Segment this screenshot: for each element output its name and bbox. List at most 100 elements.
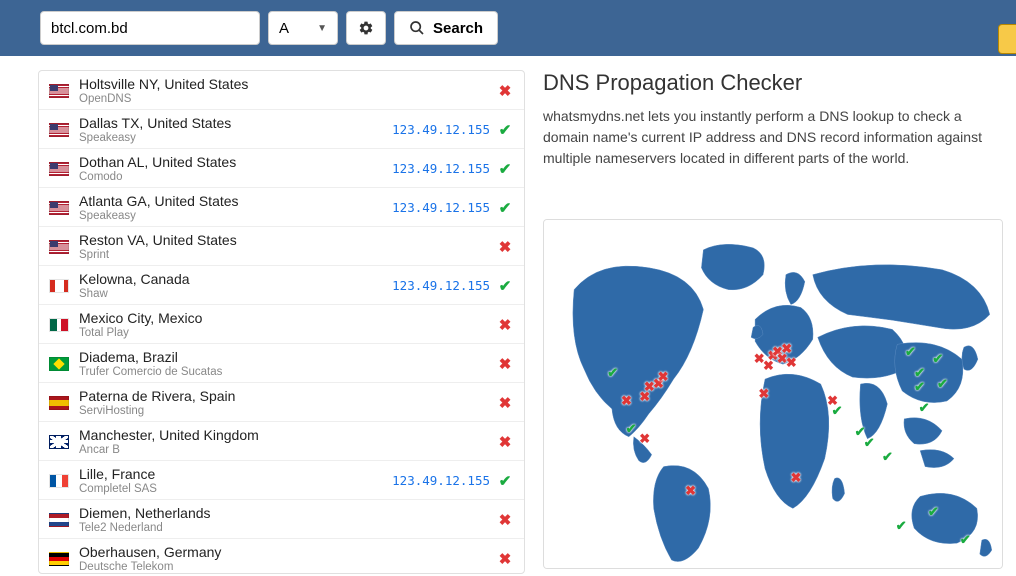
cross-icon: ✖ <box>496 238 514 256</box>
search-label: Search <box>433 20 483 37</box>
ip-text[interactable]: 123.49.12.155 <box>392 473 490 488</box>
location-wrap: Manchester, United KingdomAncar B <box>79 427 496 456</box>
provider-text: Speakeasy <box>79 210 392 222</box>
location-text: Oberhausen, Germany <box>79 544 496 560</box>
right-cutoff-button[interactable] <box>998 24 1016 54</box>
provider-text: ServiHosting <box>79 405 496 417</box>
location-wrap: Reston VA, United StatesSprint <box>79 232 496 261</box>
result-row[interactable]: Kelowna, CanadaShaw123.49.12.155 ✔ <box>39 266 524 305</box>
location-text: Atlanta GA, United States <box>79 193 392 209</box>
location-text: Manchester, United Kingdom <box>79 427 496 443</box>
settings-button[interactable] <box>346 11 386 45</box>
location-text: Diemen, Netherlands <box>79 505 496 521</box>
check-icon: ✔ <box>496 277 514 295</box>
result-row[interactable]: Paterna de Rivera, SpainServiHosting✖ <box>39 383 524 422</box>
map-cross-icon[interactable]: ✖ <box>639 431 650 447</box>
map-cross-icon[interactable]: ✖ <box>685 483 696 499</box>
result-row[interactable]: Diadema, BrazilTrufer Comercio de Sucata… <box>39 344 524 383</box>
map-cross-icon[interactable]: ✖ <box>658 369 669 385</box>
result-row[interactable]: Diemen, NetherlandsTele2 Nederland✖ <box>39 500 524 539</box>
ip-text[interactable]: 123.49.12.155 <box>392 161 490 176</box>
flag-icon <box>49 474 69 488</box>
check-icon: ✔ <box>496 121 514 139</box>
provider-text: Shaw <box>79 288 392 300</box>
domain-input[interactable] <box>40 11 260 45</box>
cross-icon: ✖ <box>496 82 514 100</box>
map-check-icon[interactable]: ✔ <box>928 504 939 520</box>
flag-icon <box>49 513 69 527</box>
map-check-icon[interactable]: ✔ <box>626 421 637 437</box>
result-row[interactable]: Holtsville NY, United StatesOpenDNS✖ <box>39 71 524 110</box>
location-text: Paterna de Rivera, Spain <box>79 388 496 404</box>
map-check-icon[interactable]: ✔ <box>960 532 971 548</box>
map-cross-icon[interactable]: ✖ <box>786 355 797 371</box>
location-wrap: Diadema, BrazilTrufer Comercio de Sucata… <box>79 349 496 378</box>
map-check-icon[interactable]: ✔ <box>882 449 893 465</box>
map-check-icon[interactable]: ✔ <box>832 403 843 419</box>
map-check-icon[interactable]: ✔ <box>919 400 930 416</box>
map-check-icon[interactable]: ✔ <box>905 344 916 360</box>
location-wrap: Holtsville NY, United StatesOpenDNS <box>79 76 496 105</box>
provider-text: Completel SAS <box>79 483 392 495</box>
result-row[interactable]: Atlanta GA, United StatesSpeakeasy123.49… <box>39 188 524 227</box>
location-text: Kelowna, Canada <box>79 271 392 287</box>
info-column: DNS Propagation Checker whatsmydns.net l… <box>525 56 1016 576</box>
chevron-down-icon: ▼ <box>317 23 327 34</box>
map-check-icon[interactable]: ✔ <box>607 365 618 381</box>
provider-text: Deutsche Telekom <box>79 561 496 573</box>
flag-icon <box>49 435 69 449</box>
page-title: DNS Propagation Checker <box>543 70 1006 96</box>
map-check-icon[interactable]: ✔ <box>864 435 875 451</box>
result-row[interactable]: Manchester, United KingdomAncar B✖ <box>39 422 524 461</box>
provider-text: OpenDNS <box>79 93 496 105</box>
provider-text: Total Play <box>79 327 496 339</box>
ip-text[interactable]: 123.49.12.155 <box>392 278 490 293</box>
provider-text: Speakeasy <box>79 132 392 144</box>
flag-icon <box>49 357 69 371</box>
map-cross-icon[interactable]: ✖ <box>790 470 801 486</box>
result-row[interactable]: Lille, FranceCompletel SAS123.49.12.155 ✔ <box>39 461 524 500</box>
flag-icon <box>49 84 69 98</box>
provider-text: Ancar B <box>79 444 496 456</box>
location-wrap: Dothan AL, United StatesComodo <box>79 154 392 183</box>
location-text: Reston VA, United States <box>79 232 496 248</box>
gear-icon <box>358 20 374 36</box>
map-check-icon[interactable]: ✔ <box>896 518 907 534</box>
topbar: A ▼ Search <box>0 0 1016 56</box>
check-icon: ✔ <box>496 199 514 217</box>
flag-icon <box>49 162 69 176</box>
cross-icon: ✖ <box>496 433 514 451</box>
results-list: Holtsville NY, United StatesOpenDNS✖Dall… <box>38 70 525 574</box>
world-map[interactable]: ✔✖✖✖✖✖✔✖✖✖✖✖✖✖✖✖✖✖✖✔✔✔✔✔✔✔✔✔✔✔✔✔ <box>543 219 1003 569</box>
check-icon: ✔ <box>496 472 514 490</box>
flag-icon <box>49 240 69 254</box>
map-cross-icon[interactable]: ✖ <box>758 386 769 402</box>
map-check-icon[interactable]: ✔ <box>914 379 925 395</box>
check-icon: ✔ <box>496 160 514 178</box>
location-wrap: Diemen, NetherlandsTele2 Nederland <box>79 505 496 534</box>
map-check-icon[interactable]: ✔ <box>932 351 943 367</box>
location-wrap: Lille, FranceCompletel SAS <box>79 466 392 495</box>
ip-text[interactable]: 123.49.12.155 <box>392 200 490 215</box>
location-wrap: Mexico City, MexicoTotal Play <box>79 310 496 339</box>
result-row[interactable]: Dallas TX, United StatesSpeakeasy123.49.… <box>39 110 524 149</box>
flag-icon <box>49 552 69 566</box>
map-check-icon[interactable]: ✔ <box>937 376 948 392</box>
provider-text: Trufer Comercio de Sucatas <box>79 366 496 378</box>
map-cross-icon[interactable]: ✖ <box>621 393 632 409</box>
location-text: Diadema, Brazil <box>79 349 496 365</box>
page-description: whatsmydns.net lets you instantly perfor… <box>543 106 983 169</box>
ip-text[interactable]: 123.49.12.155 <box>392 122 490 137</box>
location-wrap: Dallas TX, United StatesSpeakeasy <box>79 115 392 144</box>
result-row[interactable]: Mexico City, MexicoTotal Play✖ <box>39 305 524 344</box>
provider-text: Sprint <box>79 249 496 261</box>
location-text: Dallas TX, United States <box>79 115 392 131</box>
search-button[interactable]: Search <box>394 11 498 45</box>
location-text: Dothan AL, United States <box>79 154 392 170</box>
result-row[interactable]: Reston VA, United StatesSprint✖ <box>39 227 524 266</box>
flag-icon <box>49 279 69 293</box>
record-type-select[interactable]: A ▼ <box>268 11 338 45</box>
result-row[interactable]: Oberhausen, GermanyDeutsche Telekom✖ <box>39 539 524 574</box>
main-content: Holtsville NY, United StatesOpenDNS✖Dall… <box>0 56 1016 576</box>
result-row[interactable]: Dothan AL, United StatesComodo123.49.12.… <box>39 149 524 188</box>
